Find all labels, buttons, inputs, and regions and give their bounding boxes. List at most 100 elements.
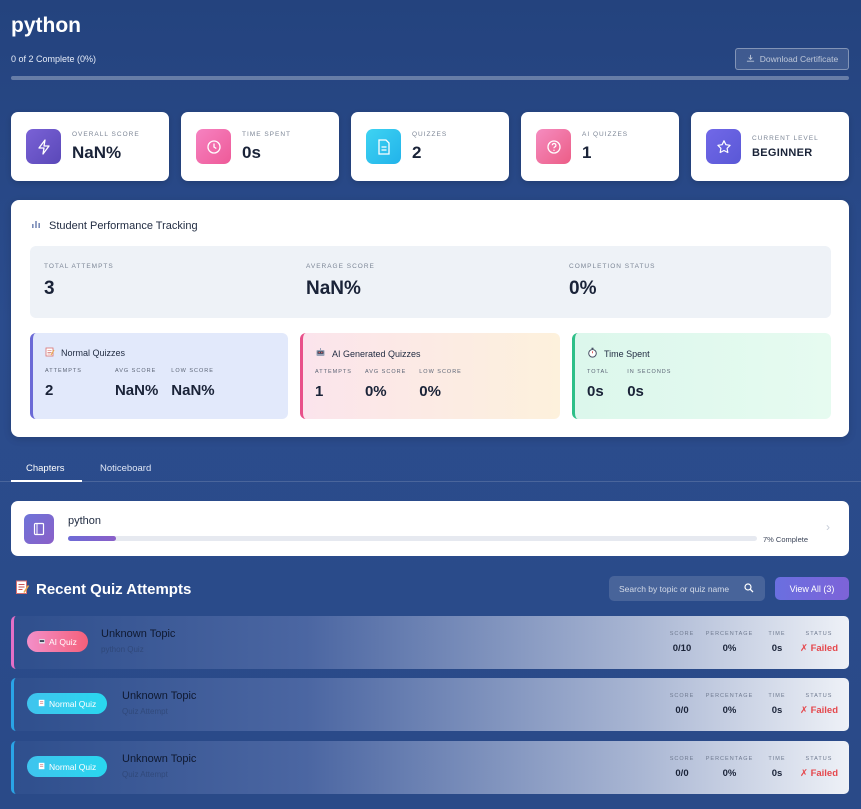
time-spent-title: Time Spent: [587, 347, 831, 360]
percentage-column: PERCENTAGE 0%: [702, 631, 757, 654]
score-column: SCORE 0/10: [664, 631, 700, 654]
quiz-subtitle: Quiz Attempt: [122, 707, 168, 716]
percentage-column: PERCENTAGE 0%: [702, 693, 757, 716]
stat-card-ai-quizzes: AI QUIZZES 1: [521, 112, 679, 181]
quiz-type-badge: AI Quiz: [27, 631, 88, 652]
status-column: STATUS ✗ Failed: [796, 756, 842, 779]
score-column: SCORE 0/0: [664, 693, 700, 716]
clock-icon: [196, 129, 231, 164]
time-spent-stats: TOTAL 0s IN SECONDS 0s: [587, 369, 831, 400]
percentage-value: 0%: [722, 643, 737, 654]
stat-label: AI QUIZZES: [582, 130, 629, 138]
quiz-type-badge: Normal Quiz: [27, 756, 108, 777]
course-progress-bar: [11, 76, 849, 80]
normal-quizzes-title-text: Normal Quizzes: [61, 348, 126, 358]
memo-icon: [38, 699, 46, 709]
quiz-attempt-row[interactable]: Normal Quiz Unknown Topic Quiz Attempt S…: [11, 741, 849, 794]
column-label: TIME: [768, 756, 786, 762]
stat-card-quizzes: QUIZZES 2: [351, 112, 509, 181]
status-value: ✗ Failed: [799, 705, 839, 716]
quiz-attempt-row[interactable]: AI Quiz Unknown Topic python Quiz SCORE 0…: [11, 616, 849, 669]
quiz-topic: Unknown Topic: [101, 628, 176, 640]
normal-quizzes-card: Normal Quizzes ATTEMPTS 2 AVG SCORE NaN% L…: [30, 333, 288, 419]
column-label: STATUS: [805, 756, 833, 762]
column-label: SCORE: [669, 693, 695, 699]
score-value: 0/0: [675, 705, 689, 716]
download-certificate-button[interactable]: Download Certificate: [735, 48, 849, 70]
search-input[interactable]: [619, 583, 744, 594]
summary-label: TOTAL ATTEMPTS: [44, 263, 114, 270]
download-icon: [746, 54, 755, 65]
view-all-button[interactable]: View All (3): [775, 577, 849, 600]
normal-quizzes-stats: ATTEMPTS 2 AVG SCORE NaN% LOW SCORE NaN%: [45, 368, 288, 399]
chapter-progress-label: 7% Complete: [763, 535, 809, 544]
stat-value: NaN%: [72, 142, 122, 162]
stopwatch-icon: [587, 347, 598, 360]
search-box[interactable]: [609, 576, 765, 601]
quiz-attempt-row[interactable]: Normal Quiz Unknown Topic Quiz Attempt S…: [11, 678, 849, 731]
sub-stat-value: 2: [45, 382, 54, 399]
page-title: python: [11, 14, 81, 37]
stat-card-current-level: CURRENT LEVEL BEGINNER: [691, 112, 849, 181]
stat-card-time-spent: TIME SPENT 0s: [181, 112, 339, 181]
sub-stat-label: AVG SCORE: [114, 368, 157, 374]
tab-noticeboard[interactable]: Noticeboard: [100, 463, 152, 474]
robot-icon: [38, 637, 46, 647]
summary-completion-status: COMPLETION STATUS 0%: [569, 263, 655, 300]
column-label: STATUS: [805, 693, 833, 699]
sub-stat-label: LOW SCORE: [171, 368, 214, 374]
stat-value: 2: [412, 142, 422, 162]
stat-label: CURRENT LEVEL: [752, 134, 819, 142]
column-label: SCORE: [669, 631, 695, 637]
memo-icon: [45, 347, 55, 359]
sub-stat-value: NaN%: [171, 382, 215, 399]
performance-summary: TOTAL ATTEMPTS 3 AVERAGE SCORE NaN% COMP…: [30, 246, 831, 318]
sub-stat-label: AVG SCORE: [364, 369, 407, 375]
stat-label: OVERALL SCORE: [72, 130, 140, 138]
recent-attempts-title: Recent Quiz Attempts: [15, 580, 191, 599]
time-spent-title-text: Time Spent: [604, 348, 650, 359]
column-label: TIME: [768, 693, 786, 699]
stat-label: QUIZZES: [412, 130, 448, 138]
score-value: 0/0: [675, 768, 689, 779]
download-certificate-label: Download Certificate: [759, 54, 839, 64]
summary-label: COMPLETION STATUS: [569, 263, 656, 270]
memo-icon: [15, 580, 30, 599]
column-label: STATUS: [805, 631, 833, 637]
normal-quizzes-title: Normal Quizzes: [45, 347, 288, 359]
tab-chapters[interactable]: Chapters: [26, 463, 65, 474]
time-value: 0s: [771, 705, 783, 716]
status-value: ✗ Failed: [799, 768, 839, 779]
recent-attempts-title-text: Recent Quiz Attempts: [36, 581, 192, 598]
sub-stat-label: ATTEMPTS: [315, 369, 352, 375]
quiz-type-badge: Normal Quiz: [27, 693, 108, 714]
ai-quizzes-title: AI Generated Quizzes: [315, 347, 560, 360]
tabs-divider: [0, 481, 861, 482]
sub-stat-value: 0s: [587, 383, 604, 400]
sub-stat-label: ATTEMPTS: [45, 368, 82, 374]
sub-stat-value: 1: [315, 383, 324, 400]
document-icon: [366, 129, 401, 164]
robot-icon: [315, 347, 326, 360]
percentage-value: 0%: [722, 705, 737, 716]
sub-stat-label: LOW SCORE: [419, 369, 462, 375]
question-icon: [536, 129, 571, 164]
column-label: TIME: [768, 631, 786, 637]
time-column: TIME 0s: [762, 756, 792, 779]
time-value: 0s: [771, 768, 783, 779]
chevron-right-icon: ›: [826, 520, 830, 534]
book-icon: [24, 514, 54, 544]
active-tab-indicator: [11, 480, 82, 482]
chapter-card-python[interactable]: python 7% Complete ›: [11, 501, 849, 556]
summary-value: NaN%: [306, 278, 361, 299]
status-column: STATUS ✗ Failed: [796, 631, 842, 654]
status-value: ✗ Failed: [799, 643, 839, 654]
status-column: STATUS ✗ Failed: [796, 693, 842, 716]
star-icon: [706, 129, 741, 164]
performance-panel: Student Performance Tracking TOTAL ATTEM…: [11, 200, 849, 437]
chapter-progress-bar: [68, 536, 757, 541]
sub-stat-value: 0s: [627, 383, 644, 400]
memo-icon: [38, 762, 46, 772]
percentage-column: PERCENTAGE 0%: [702, 756, 757, 779]
stat-value: 0s: [242, 142, 261, 162]
